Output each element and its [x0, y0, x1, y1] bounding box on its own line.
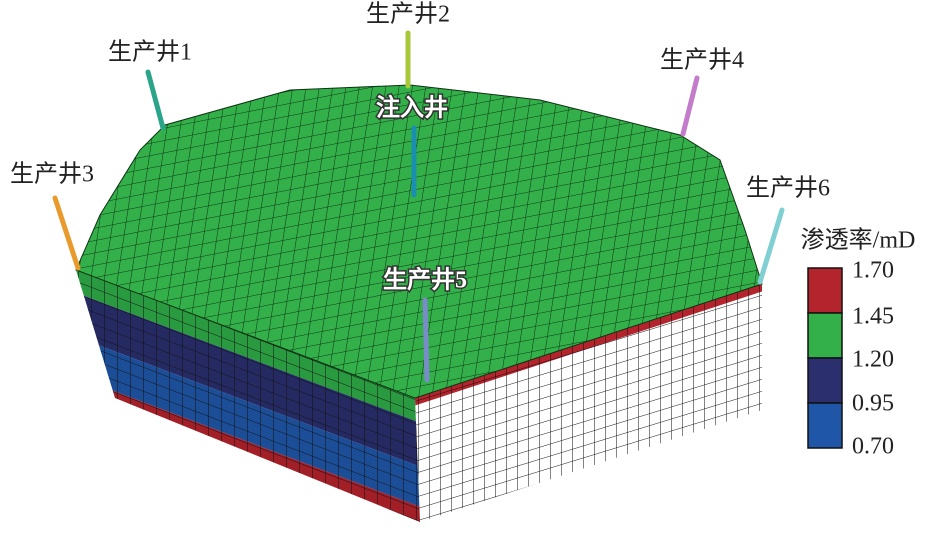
legend-label: 1.20	[852, 347, 894, 373]
legend-label: 0.95	[852, 391, 894, 417]
well-6	[757, 207, 785, 285]
well-label: 生产井1	[108, 39, 192, 66]
well-5	[422, 297, 430, 383]
top-surface	[75, 84, 763, 399]
legend-label: 0.70	[852, 434, 894, 460]
legend-label: 1.45	[852, 304, 894, 330]
well-label: 生产井5	[383, 266, 467, 294]
legend-label: 1.70	[852, 258, 894, 284]
well-label: 生产井6	[746, 175, 830, 202]
injection-well-label: 注入井	[376, 94, 448, 122]
well-1	[145, 69, 166, 131]
legend-title: 渗透率/mD	[801, 227, 916, 254]
well-label: 生产井4	[660, 47, 744, 74]
legend-colorbar	[807, 267, 843, 449]
well-label: 生产井2	[366, 1, 450, 28]
well-3	[52, 195, 81, 271]
well-4	[680, 75, 700, 137]
well-label: 生产井3	[10, 161, 94, 188]
